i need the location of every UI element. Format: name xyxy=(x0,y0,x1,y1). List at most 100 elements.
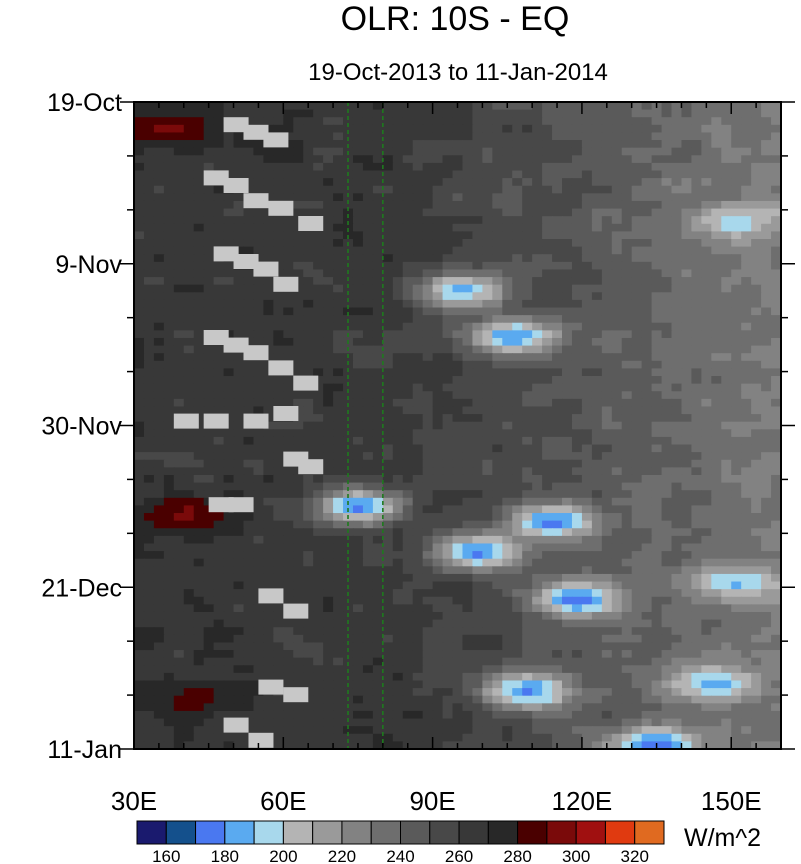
field-cell xyxy=(143,490,155,499)
field-cell xyxy=(661,109,673,118)
field-cell xyxy=(362,117,374,126)
field-cell xyxy=(741,102,752,111)
field-cell xyxy=(303,558,314,567)
field-cell xyxy=(641,231,653,240)
field-cell xyxy=(571,109,583,118)
field-cell xyxy=(333,589,344,598)
field-cell xyxy=(691,581,702,590)
field-cell xyxy=(173,436,185,446)
field-cell xyxy=(571,353,583,362)
field-cell xyxy=(333,604,344,613)
field-cell xyxy=(233,680,245,689)
field-cell xyxy=(472,277,483,286)
field-cell xyxy=(452,596,464,605)
field-cell xyxy=(442,376,454,385)
field-cell xyxy=(771,459,781,468)
field-cell xyxy=(631,155,643,164)
field-cell xyxy=(482,269,493,278)
field-cell xyxy=(601,216,613,225)
field-cell xyxy=(581,178,593,187)
field-cell xyxy=(482,337,493,347)
field-cell xyxy=(233,269,245,278)
field-cell xyxy=(532,474,543,484)
field-cell xyxy=(442,581,454,590)
field-cell xyxy=(352,528,364,537)
field-cell xyxy=(771,573,781,583)
field-cell xyxy=(741,513,752,522)
field-cell xyxy=(701,436,712,446)
field-cell xyxy=(452,307,464,316)
field-cell xyxy=(153,611,165,621)
field-cell xyxy=(352,444,364,453)
field-cell xyxy=(721,634,732,644)
field-cell xyxy=(263,391,274,400)
field-cell xyxy=(283,589,294,598)
field-cell xyxy=(641,124,653,134)
field-cell xyxy=(701,269,712,278)
field-cell xyxy=(233,102,245,111)
field-cell xyxy=(422,322,434,331)
field-cell xyxy=(263,672,274,682)
field-cell xyxy=(571,337,583,347)
field-cell xyxy=(571,147,583,156)
field-cell xyxy=(751,147,762,156)
field-cell xyxy=(333,292,344,301)
field-cell xyxy=(462,482,474,491)
field-cell xyxy=(542,650,553,659)
field-cell xyxy=(233,421,245,430)
field-cell xyxy=(273,429,284,438)
field-cell xyxy=(741,223,752,232)
field-cell xyxy=(153,155,165,164)
field-cell xyxy=(581,337,593,347)
field-cell xyxy=(333,216,344,225)
field-cell xyxy=(482,429,493,438)
field-cell xyxy=(392,482,404,491)
field-cell xyxy=(402,573,414,583)
field-cell xyxy=(661,254,673,263)
field-cell xyxy=(243,231,255,240)
field-cell xyxy=(323,634,334,644)
field-cell xyxy=(552,436,563,446)
field-cell xyxy=(253,140,264,149)
field-cell xyxy=(263,406,274,415)
field-cell xyxy=(522,299,533,309)
field-cell xyxy=(313,535,324,545)
field-cell xyxy=(532,444,543,453)
field-cell xyxy=(153,216,165,225)
field-cell xyxy=(134,109,145,118)
field-cell xyxy=(253,360,264,370)
field-cell xyxy=(233,520,245,529)
field-cell xyxy=(512,482,523,491)
field-cell xyxy=(213,406,225,415)
field-cell xyxy=(352,109,364,118)
field-cell xyxy=(661,650,673,659)
field-cell xyxy=(352,178,364,187)
field-cell xyxy=(283,178,294,187)
field-cell xyxy=(323,132,334,141)
field-cell xyxy=(502,391,513,400)
field-cell xyxy=(412,170,424,179)
field-cell xyxy=(422,261,434,271)
field-cell xyxy=(621,497,633,507)
field-cell xyxy=(193,315,205,324)
field-cell xyxy=(641,292,653,301)
field-cell xyxy=(303,634,314,644)
field-cell xyxy=(661,277,673,286)
field-cell xyxy=(522,162,533,172)
field-cell xyxy=(462,200,474,210)
chart-title: OLR: 10S - EQ xyxy=(341,0,570,38)
field-cell xyxy=(512,429,523,438)
field-cell xyxy=(412,140,424,149)
field-cell xyxy=(601,345,613,354)
field-cell xyxy=(681,277,693,286)
field-cell xyxy=(422,573,434,583)
field-cell xyxy=(163,140,175,149)
field-cell xyxy=(751,124,762,134)
field-cell xyxy=(651,383,663,392)
field-cell xyxy=(452,178,464,187)
field-cell xyxy=(641,421,653,430)
field-cell xyxy=(681,459,693,468)
field-cell xyxy=(651,337,663,347)
field-cell xyxy=(731,261,742,271)
field-cell xyxy=(273,513,284,522)
